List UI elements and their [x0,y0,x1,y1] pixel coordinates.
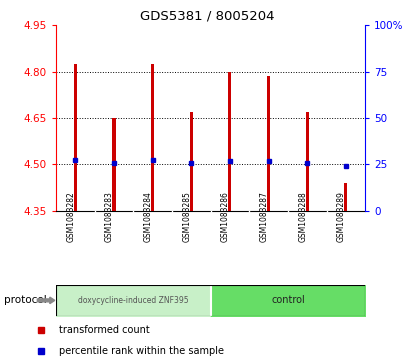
Bar [74,64,77,211]
Bar [267,76,270,211]
Bar [112,118,115,211]
Bar [190,112,193,211]
Text: transformed count: transformed count [59,325,150,335]
Bar [228,72,232,211]
Text: control: control [271,295,305,305]
Text: GSM1083287: GSM1083287 [260,191,269,242]
Text: GSM1083286: GSM1083286 [221,191,230,242]
Bar [344,183,347,211]
Text: percentile rank within the sample: percentile rank within the sample [59,346,225,356]
Bar [306,112,309,211]
Text: GSM1083289: GSM1083289 [337,191,346,242]
Text: GDS5381 / 8005204: GDS5381 / 8005204 [140,9,275,22]
Bar [151,64,154,211]
Text: GSM1083288: GSM1083288 [298,191,307,242]
Text: GSM1083284: GSM1083284 [144,191,153,242]
Text: protocol: protocol [4,295,47,305]
Text: GSM1083285: GSM1083285 [182,191,191,242]
Text: doxycycline-induced ZNF395: doxycycline-induced ZNF395 [78,296,189,305]
Text: GSM1083283: GSM1083283 [105,191,114,242]
Text: GSM1083282: GSM1083282 [66,191,76,242]
